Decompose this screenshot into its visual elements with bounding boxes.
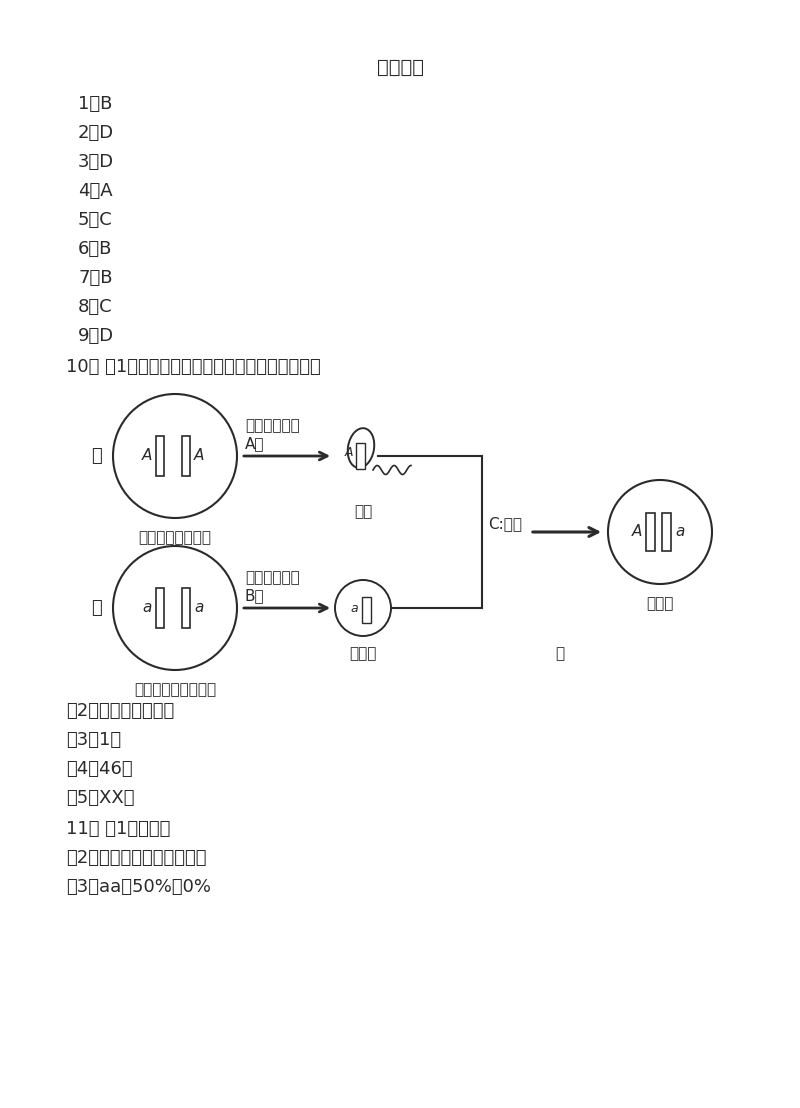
Text: 参考答案: 参考答案 [377,58,423,76]
Text: 受精卵: 受精卵 [646,596,674,611]
Bar [362,597,371,623]
Text: 6．B: 6．B [78,240,112,258]
Text: （5）XX；: （5）XX； [66,789,134,807]
Text: A: A [632,524,642,540]
Text: A：: A： [245,437,265,451]
Text: （4）46；: （4）46； [66,760,133,778]
Text: 4．A: 4．A [78,182,113,201]
Text: 卯细胞: 卯细胞 [350,646,377,661]
Text: 2．D: 2．D [78,124,114,142]
Bar [182,588,190,628]
Text: 11． （1）变异；: 11． （1）变异； [66,820,170,838]
Text: 7．B: 7．B [78,269,113,287]
Text: 9．D: 9．D [78,327,114,345]
Text: 细胞分裂形成: 细胞分裂形成 [245,570,300,585]
Text: （2）相对性状；惯用右手；: （2）相对性状；惯用右手； [66,849,206,866]
Text: （3）aa；50%或0%: （3）aa；50%或0% [66,878,211,896]
Text: a: a [675,524,685,540]
Text: a: a [350,602,358,615]
Text: 1．B: 1．B [78,95,112,113]
Text: 父: 父 [92,447,102,465]
Text: 细胞分裂形成: 细胞分裂形成 [245,418,300,433]
Text: 3．D: 3．D [78,153,114,171]
Bar [662,513,671,551]
Text: A: A [345,447,354,460]
Text: ；: ； [555,646,564,661]
Bar [182,437,190,476]
Text: 母: 母 [92,599,102,617]
Text: 8．C: 8．C [78,298,113,316]
Text: B：: B： [245,588,265,603]
Text: A: A [194,449,204,463]
Text: 能形成卵细胞的细胞: 能形成卵细胞的细胞 [134,683,216,697]
Text: a: a [142,601,152,616]
Text: （2）染色体；基因；: （2）染色体；基因； [66,702,174,720]
Text: C:受精: C:受精 [488,516,522,532]
Text: 精子: 精子 [354,504,372,519]
Bar [356,443,365,469]
Bar [156,588,164,628]
Text: （3）1；: （3）1； [66,731,121,749]
Text: 10． （1）细胞分裂形成；细胞分裂形成；受精；: 10． （1）细胞分裂形成；细胞分裂形成；受精； [66,358,321,376]
Text: 5．C: 5．C [78,211,113,229]
Bar [646,513,655,551]
Text: 能形成精子的细胞: 能形成精子的细胞 [138,530,211,545]
Text: a: a [194,601,204,616]
Text: A: A [142,449,152,463]
Bar [156,437,164,476]
